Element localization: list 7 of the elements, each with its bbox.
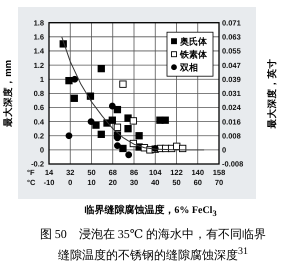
caption: 图 50 浸泡在 35℃ 的海水中，有不同临界缝隙温度的不锈钢的缝隙腐蚀深度$^{31}$ <box>38 226 268 264</box>
y-axis-title: 最大深度，mm <box>2 60 14 128</box>
legend-label: 双相 <box>179 62 198 72</box>
legend-label: 铁素体 <box>179 50 208 60</box>
x-axis-title: 临界缝隙腐蚀温度，6% FeCl$_{3}$ <box>83 203 218 218</box>
y2-axis-title: 最大深度，英寸 <box>266 58 278 130</box>
legend-label: 奥氏体 <box>179 36 208 46</box>
